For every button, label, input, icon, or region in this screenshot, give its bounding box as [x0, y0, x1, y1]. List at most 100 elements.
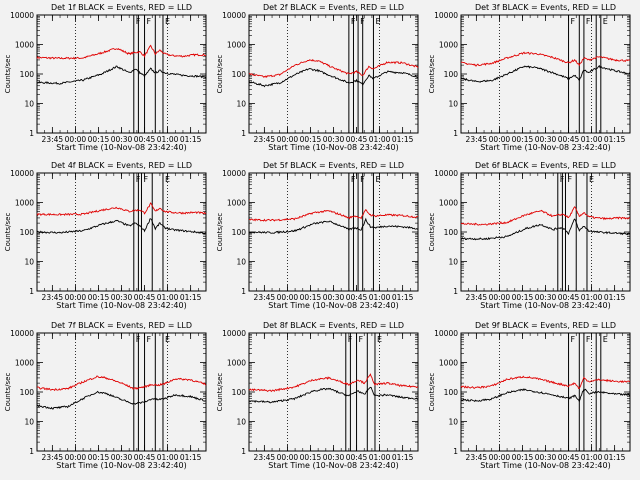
- y-tick-label: 10000: [434, 329, 458, 338]
- lld-series-line: [460, 51, 631, 67]
- interval-label: F: [348, 335, 353, 344]
- x-tick-label: 00:45: [134, 293, 156, 302]
- x-tick-label: 00:30: [535, 453, 557, 462]
- y-tick-label: 1: [453, 447, 458, 456]
- x-tick-label: 01:15: [180, 453, 202, 462]
- y-tick-label: 1: [29, 287, 34, 296]
- x-tick-label: 00:45: [346, 293, 368, 302]
- y-tick-label: 1: [29, 447, 34, 456]
- interval-label: F: [136, 335, 141, 344]
- x-tick-label: 00:30: [535, 293, 557, 302]
- panel-4: Det 4f BLACK = Events, RED = LLD 1 10 100 10…: [4, 161, 207, 310]
- events-series-line: [460, 388, 631, 403]
- interval-label: F: [586, 335, 591, 344]
- x-tick-label: 00:15: [88, 293, 110, 302]
- y-tick-label: 10: [236, 100, 246, 109]
- x-tick-label: 01:00: [369, 293, 391, 302]
- x-tick-label: 00:15: [300, 135, 322, 144]
- y-axis-label: Counts/sec: [428, 55, 436, 94]
- x-tick-label: 01:00: [157, 453, 179, 462]
- panel-1: Det 1f BLACK = Events, RED = LLD 1 10 100 10…: [4, 3, 207, 152]
- x-tick-label: 01:15: [604, 135, 626, 144]
- y-tick-label: 1: [241, 287, 246, 296]
- panel-5: Det 5f BLACK = Events, RED = LLD 1 10 100 10…: [216, 161, 419, 310]
- y-tick-label: 10000: [434, 11, 458, 20]
- panel-8: Det 8f BLACK = Events, RED = LLD 1 10 100 10…: [216, 321, 419, 470]
- y-tick-label: 1000: [15, 359, 34, 368]
- lld-series-line: [248, 373, 419, 393]
- y-tick-label: 10000: [434, 169, 458, 178]
- lld-series-line: [460, 375, 631, 390]
- interval-label: E: [589, 175, 594, 184]
- x-tick-label: 01:15: [180, 293, 202, 302]
- events-series-line: [248, 217, 419, 235]
- y-tick-label: 1: [453, 129, 458, 138]
- x-tick-label: 00:15: [512, 453, 534, 462]
- events-series-line: [248, 386, 418, 404]
- x-axis-label: Start Time (10-Nov-08 23:42:40): [480, 461, 610, 470]
- y-tick-label: 10000: [222, 169, 246, 178]
- lld-series-line: [248, 209, 419, 222]
- y-tick-label: 10: [448, 418, 458, 427]
- interval-label: E: [375, 17, 380, 26]
- lld-series-line: [460, 206, 631, 226]
- interval-label: E: [165, 17, 170, 26]
- interval-label: E: [603, 335, 608, 344]
- x-tick-label: 01:15: [392, 453, 414, 462]
- x-axis-label: Start Time (10-Nov-08 23:42:40): [56, 301, 186, 310]
- x-axis-label: Start Time (10-Nov-08 23:42:40): [268, 301, 398, 310]
- panel-title: Det 5f BLACK = Events, RED = LLD: [263, 161, 404, 170]
- x-tick-label: 00:15: [300, 293, 322, 302]
- y-axis-label: Counts/sec: [428, 213, 436, 252]
- panel-title: Det 2f BLACK = Events, RED = LLD: [263, 3, 404, 12]
- x-tick-label: 00:45: [346, 453, 368, 462]
- interval-label: E: [375, 175, 380, 184]
- y-axis-label: Counts/sec: [216, 213, 224, 252]
- x-tick-label: 01:15: [180, 135, 202, 144]
- y-tick-label: 1000: [15, 41, 34, 50]
- x-axis-label: Start Time (10-Nov-08 23:42:40): [56, 143, 186, 152]
- panel-title: Det 1f BLACK = Events, RED = LLD: [51, 3, 192, 12]
- interval-label: F: [567, 175, 572, 184]
- panel-grid: Det 1f BLACK = Events, RED = LLD11010010…: [4, 3, 631, 470]
- y-tick-label: 10: [24, 418, 34, 427]
- y-tick-label: 10: [448, 100, 458, 109]
- panel-2: Det 2f BLACK = Events, RED = LLD 1 10 100 10…: [216, 3, 419, 152]
- x-tick-label: 00:00: [489, 453, 511, 462]
- x-tick-label: 00:00: [489, 293, 511, 302]
- x-axis-label: Start Time (10-Nov-08 23:42:40): [480, 143, 610, 152]
- y-axis-label: Counts/sec: [216, 373, 224, 412]
- x-tick-label: 01:00: [581, 135, 603, 144]
- x-tick-label: 00:00: [277, 135, 299, 144]
- panel-title: Det 8f BLACK = Events, RED = LLD: [263, 321, 404, 330]
- x-tick-label: 00:00: [277, 453, 299, 462]
- events-series-line: [460, 218, 631, 241]
- interval-label: F: [143, 175, 148, 184]
- lld-series-line: [36, 375, 207, 392]
- interval-label: F: [360, 175, 365, 184]
- x-tick-label: 01:00: [157, 293, 179, 302]
- x-tick-label: 00:15: [88, 135, 110, 144]
- y-tick-label: 100: [232, 70, 247, 79]
- y-tick-label: 100: [232, 228, 247, 237]
- y-tick-label: 100: [444, 388, 459, 397]
- y-axis-label: Counts/sec: [4, 55, 12, 94]
- y-tick-label: 100: [20, 228, 35, 237]
- events-series-line: [248, 68, 419, 88]
- interval-label: F: [147, 335, 152, 344]
- y-tick-label: 10000: [10, 169, 34, 178]
- panel-title: Det 4f BLACK = Events, RED = LLD: [51, 161, 192, 170]
- x-tick-label: 00:45: [346, 135, 368, 144]
- x-tick-label: 00:30: [111, 453, 133, 462]
- x-tick-label: 00:45: [134, 453, 156, 462]
- y-axis-label: Counts/sec: [4, 213, 12, 252]
- y-tick-label: 100: [20, 388, 35, 397]
- interval-label: E: [603, 17, 608, 26]
- x-tick-label: 01:00: [581, 453, 603, 462]
- y-tick-label: 10: [24, 258, 34, 267]
- x-tick-label: 00:30: [323, 293, 345, 302]
- x-tick-label: 23:45: [254, 135, 276, 144]
- x-tick-label: 00:15: [512, 293, 534, 302]
